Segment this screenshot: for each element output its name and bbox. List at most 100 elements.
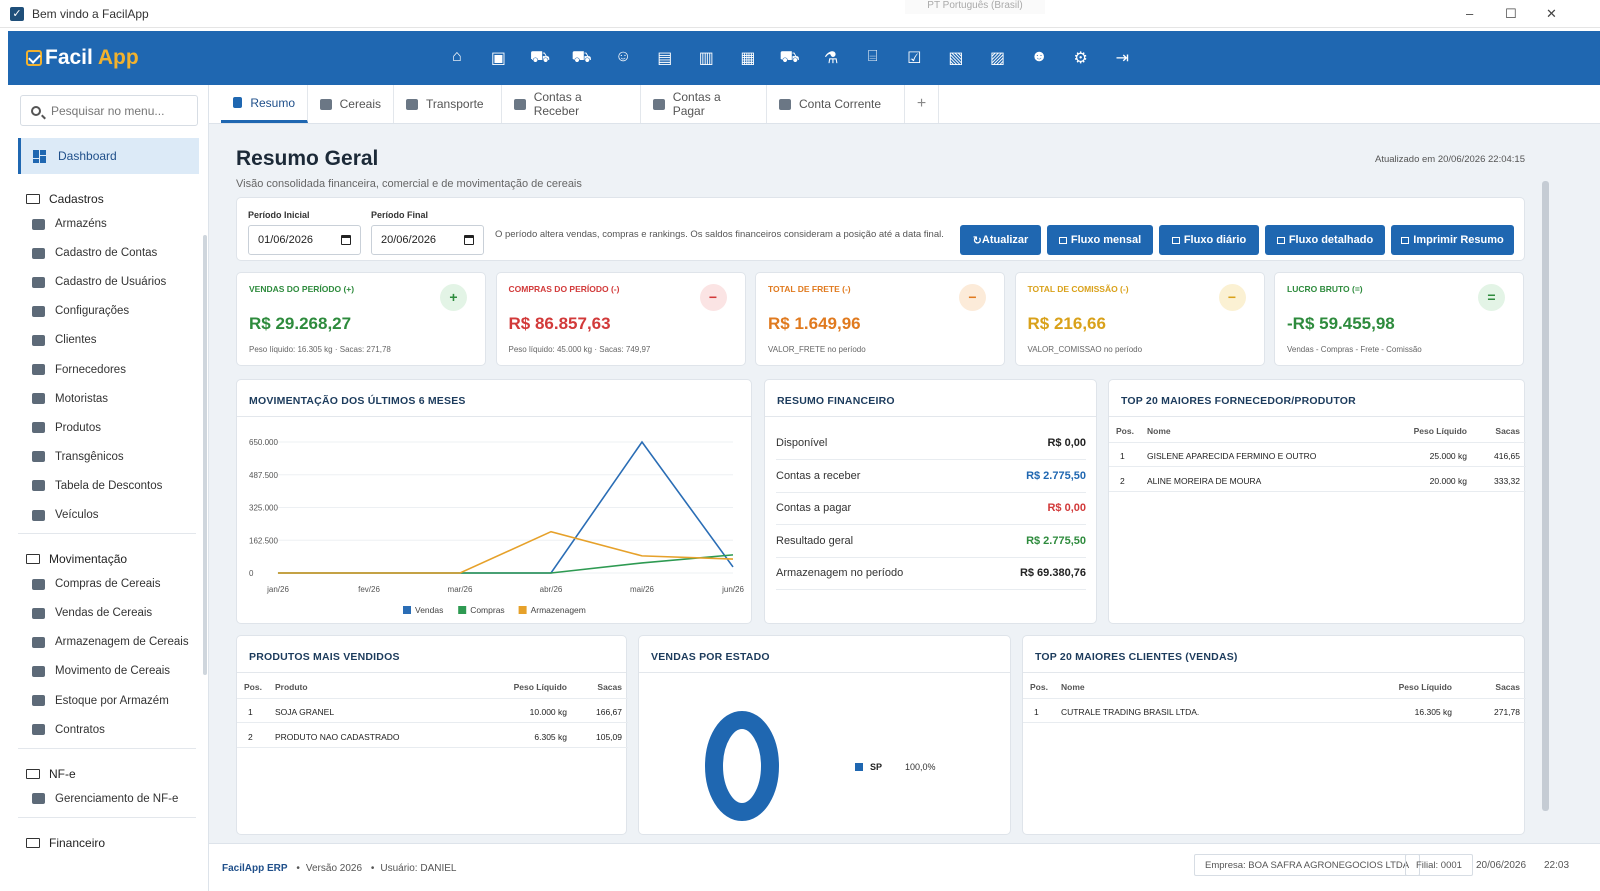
sidebar-item[interactable]: Clientes xyxy=(32,331,97,349)
menu-item-icon xyxy=(32,724,45,736)
maximize-button[interactable]: ☐ xyxy=(1505,6,1517,21)
tab-2[interactable]: Transporte xyxy=(394,85,502,123)
sidebar-item[interactable]: Veículos xyxy=(32,506,98,524)
sidebar-item[interactable]: Produtos xyxy=(32,419,101,437)
table-cell: 416,65 xyxy=(1494,451,1520,461)
flask-icon[interactable]: ⚗ xyxy=(810,48,852,68)
truck-icon[interactable]: ⛟ xyxy=(769,48,811,68)
calendar-icon[interactable] xyxy=(464,235,474,245)
sidebar-item[interactable]: Armazéns xyxy=(32,215,107,233)
calendar-icon[interactable] xyxy=(341,235,351,245)
tab-4[interactable]: Contas a Pagar xyxy=(641,85,767,123)
refresh-button[interactable]: ↻ Atualizar xyxy=(960,225,1041,255)
tab-label: Contas a Pagar xyxy=(672,90,721,118)
wallet-icon[interactable]: ▣ xyxy=(478,48,520,68)
monthly-flow-button[interactable]: Fluxo mensal xyxy=(1047,225,1153,255)
table-header[interactable]: Nome xyxy=(1147,426,1171,436)
print-summary-button[interactable]: Imprimir Resumo xyxy=(1391,225,1514,255)
bank-icon[interactable]: ⌸ xyxy=(852,48,894,68)
receipt-icon[interactable]: ▤ xyxy=(644,48,686,68)
sidebar-item[interactable]: Configurações xyxy=(32,302,129,320)
table-header[interactable]: Sacas xyxy=(597,682,622,692)
table-header[interactable]: Sacas xyxy=(1495,682,1520,692)
sidebar-item[interactable]: Gerenciamento de NF-e xyxy=(32,790,178,808)
clipboard-icon[interactable]: ▥ xyxy=(686,48,728,68)
main-scrollbar[interactable] xyxy=(1540,171,1550,866)
sidebar-group-0[interactable]: Cadastros xyxy=(18,189,104,209)
logout-icon[interactable]: ⇥ xyxy=(1102,48,1144,68)
tab-1[interactable]: Cereais xyxy=(308,85,394,123)
period-note: O período altera vendas, compras e ranki… xyxy=(495,229,944,240)
bank-icon-glyph: ⌸ xyxy=(867,48,878,65)
user-plus-icon[interactable]: ☺ xyxy=(602,48,644,68)
y-tick-label: 162.500 xyxy=(249,536,278,545)
menu-item-icon xyxy=(32,451,45,463)
cart-plus-icon[interactable]: ⛟ xyxy=(519,48,561,68)
end-date-input[interactable]: 20/06/2026 xyxy=(371,225,484,255)
user-gear-icon[interactable]: ☻ xyxy=(1018,48,1060,68)
id-badge-icon[interactable]: ▦ xyxy=(727,48,769,68)
sidebar-item-dashboard[interactable]: Dashboard xyxy=(18,138,199,174)
table-header[interactable]: Peso Líquido xyxy=(1398,682,1452,692)
table-header[interactable]: Sacas xyxy=(1495,426,1520,436)
table-header[interactable]: Peso Líquido xyxy=(513,682,567,692)
sidebar-search-input[interactable]: Pesquisar no menu... xyxy=(20,95,198,126)
gear-icon[interactable]: ⚙ xyxy=(1060,48,1102,68)
series-line-compras[interactable] xyxy=(278,554,734,574)
sidebar-item[interactable]: Motoristas xyxy=(32,390,108,408)
sidebar-item[interactable]: Cadastro de Usuários xyxy=(32,273,166,291)
sidebar-item[interactable]: Estoque por Armazém xyxy=(32,692,169,710)
table-header[interactable]: Pos. xyxy=(1030,682,1048,692)
scrollbar-thumb[interactable] xyxy=(1542,181,1549,811)
kpi-card-0: VENDAS DO PERÍODO (+) R$ 29.268,27 Peso lí… xyxy=(236,272,486,366)
sidebar-item[interactable]: Vendas de Cereais xyxy=(32,604,152,622)
sidebar-item-label: Vendas de Cereais xyxy=(55,607,153,620)
monthly-flow-label: Fluxo mensal xyxy=(1070,234,1142,246)
start-date-value: 01/06/2026 xyxy=(258,234,314,246)
language-indicator[interactable]: PT Português (Brasil) xyxy=(905,0,1045,14)
table-cell: GISLENE APARECIDA FERMINO E OUTRO xyxy=(1147,451,1317,461)
sidebar-group-3[interactable]: Financeiro xyxy=(18,833,105,853)
sidebar-item[interactable]: Contratos xyxy=(32,721,105,739)
sidebar-item[interactable]: Cadastro de Contas xyxy=(32,244,157,262)
daily-flow-button[interactable]: Fluxo diário xyxy=(1159,225,1259,255)
kpi-sign-icon: − xyxy=(699,284,727,311)
financial-row: Armazenagem no período R$ 69.380,76 xyxy=(776,557,1086,591)
brand-logo[interactable]: Facil App xyxy=(26,46,436,70)
sidebar-item[interactable]: Fornecedores xyxy=(32,361,126,379)
sidebar-item[interactable]: Tabela de Descontos xyxy=(32,477,162,495)
series-line-armazenagem[interactable] xyxy=(278,530,734,574)
table-header[interactable]: Peso Líquido xyxy=(1413,426,1467,436)
table-header[interactable]: Pos. xyxy=(1116,426,1134,436)
sidebar-group-2[interactable]: NF-e xyxy=(18,764,76,784)
legend-swatch xyxy=(403,606,411,614)
sidebar-scrollbar[interactable] xyxy=(203,235,207,675)
file-dollar-icon[interactable]: ▨ xyxy=(977,48,1019,68)
money-icon[interactable]: ▧ xyxy=(935,48,977,68)
cart-icon[interactable]: ⛟ xyxy=(561,48,603,68)
detailed-flow-button[interactable]: Fluxo detalhado xyxy=(1265,225,1385,255)
table-icon xyxy=(1276,236,1285,244)
tab-3[interactable]: Contas a Receber xyxy=(502,85,641,123)
checklist-icon[interactable]: ☑ xyxy=(894,48,936,68)
sidebar-item[interactable]: Armazenagem de Cereais xyxy=(32,633,189,651)
user-plus-icon-glyph: ☺ xyxy=(615,48,632,65)
start-date-input[interactable]: 01/06/2026 xyxy=(248,225,361,255)
sidebar-group-label: NF-e xyxy=(49,766,76,781)
close-window-button[interactable]: ✕ xyxy=(1546,6,1557,21)
minimize-button[interactable]: – xyxy=(1466,6,1474,21)
table-header[interactable]: Produto xyxy=(275,682,308,692)
print-icon xyxy=(1401,236,1410,244)
sidebar-item[interactable]: Movimento de Cereais xyxy=(32,662,170,680)
tab-5[interactable]: Conta Corrente xyxy=(767,85,905,123)
folder-icon xyxy=(26,554,40,565)
add-tab-button[interactable]: + xyxy=(905,85,939,123)
sidebar-item[interactable]: Transgênicos xyxy=(32,448,124,466)
sidebar-group-1[interactable]: Movimentação xyxy=(18,549,127,569)
warehouse-icon[interactable]: ⌂ xyxy=(436,48,478,68)
sidebar-item[interactable]: Compras de Cereais xyxy=(32,575,160,593)
table-header[interactable]: Nome xyxy=(1061,682,1085,692)
table-header[interactable]: Pos. xyxy=(244,682,262,692)
dashboard-icon xyxy=(33,149,46,163)
tab-0[interactable]: Resumo xyxy=(221,85,308,123)
